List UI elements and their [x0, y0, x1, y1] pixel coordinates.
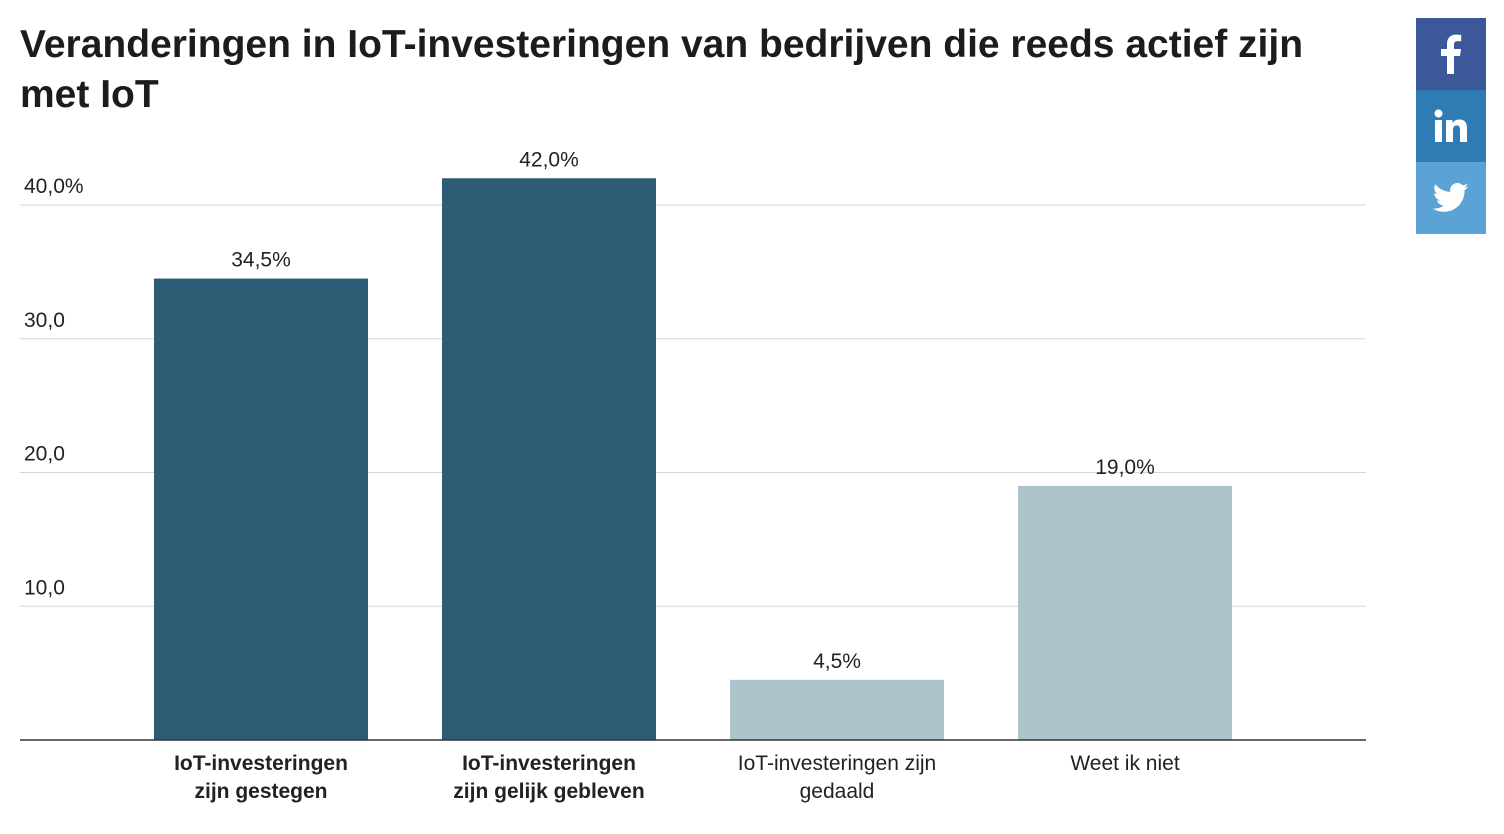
x-tick-label-line: IoT-investeringen	[462, 752, 636, 775]
x-tick-label: IoT-investeringen zijn gelijk gebleven	[419, 750, 679, 806]
x-tick-label-line: IoT-investeringen zijn	[737, 752, 937, 775]
value-label: 34,5%	[231, 249, 291, 272]
x-tick-label-line: zijn gelijk gebleven	[453, 780, 645, 803]
bar	[1018, 485, 1232, 740]
x-tick-label-line: zijn gestegen	[194, 780, 328, 803]
x-tick-label: IoT-investeringen zijn gedaald	[707, 750, 967, 806]
value-label: 19,0%	[1095, 456, 1155, 479]
bar	[442, 178, 656, 740]
share-buttons	[1416, 18, 1486, 234]
bar	[730, 679, 944, 740]
x-tick-label-line: gedaald	[799, 780, 875, 803]
value-label: 4,5%	[813, 650, 861, 673]
y-tick-label: 20,0	[24, 443, 65, 466]
y-tick-label: 40,0%	[24, 175, 84, 198]
x-tick-label: Weet ik niet	[995, 750, 1255, 778]
facebook-share-button[interactable]	[1416, 18, 1486, 90]
bar	[154, 278, 368, 740]
facebook-icon	[1441, 34, 1462, 74]
y-tick-label: 30,0	[24, 309, 65, 332]
linkedin-share-button[interactable]	[1416, 90, 1486, 162]
linkedin-icon	[1434, 109, 1467, 142]
chart-title: Veranderingen in IoT-investeringen van b…	[20, 23, 1304, 116]
value-label: 42,0%	[519, 148, 579, 171]
twitter-share-button[interactable]	[1416, 162, 1486, 234]
x-tick-label-line: IoT-investeringen	[174, 752, 348, 775]
x-tick-label: IoT-investeringen zijn gestegen	[131, 750, 391, 806]
twitter-icon	[1433, 183, 1469, 212]
x-tick-label-line: Weet ik niet	[1070, 752, 1180, 775]
y-tick-label: 10,0	[24, 576, 65, 599]
